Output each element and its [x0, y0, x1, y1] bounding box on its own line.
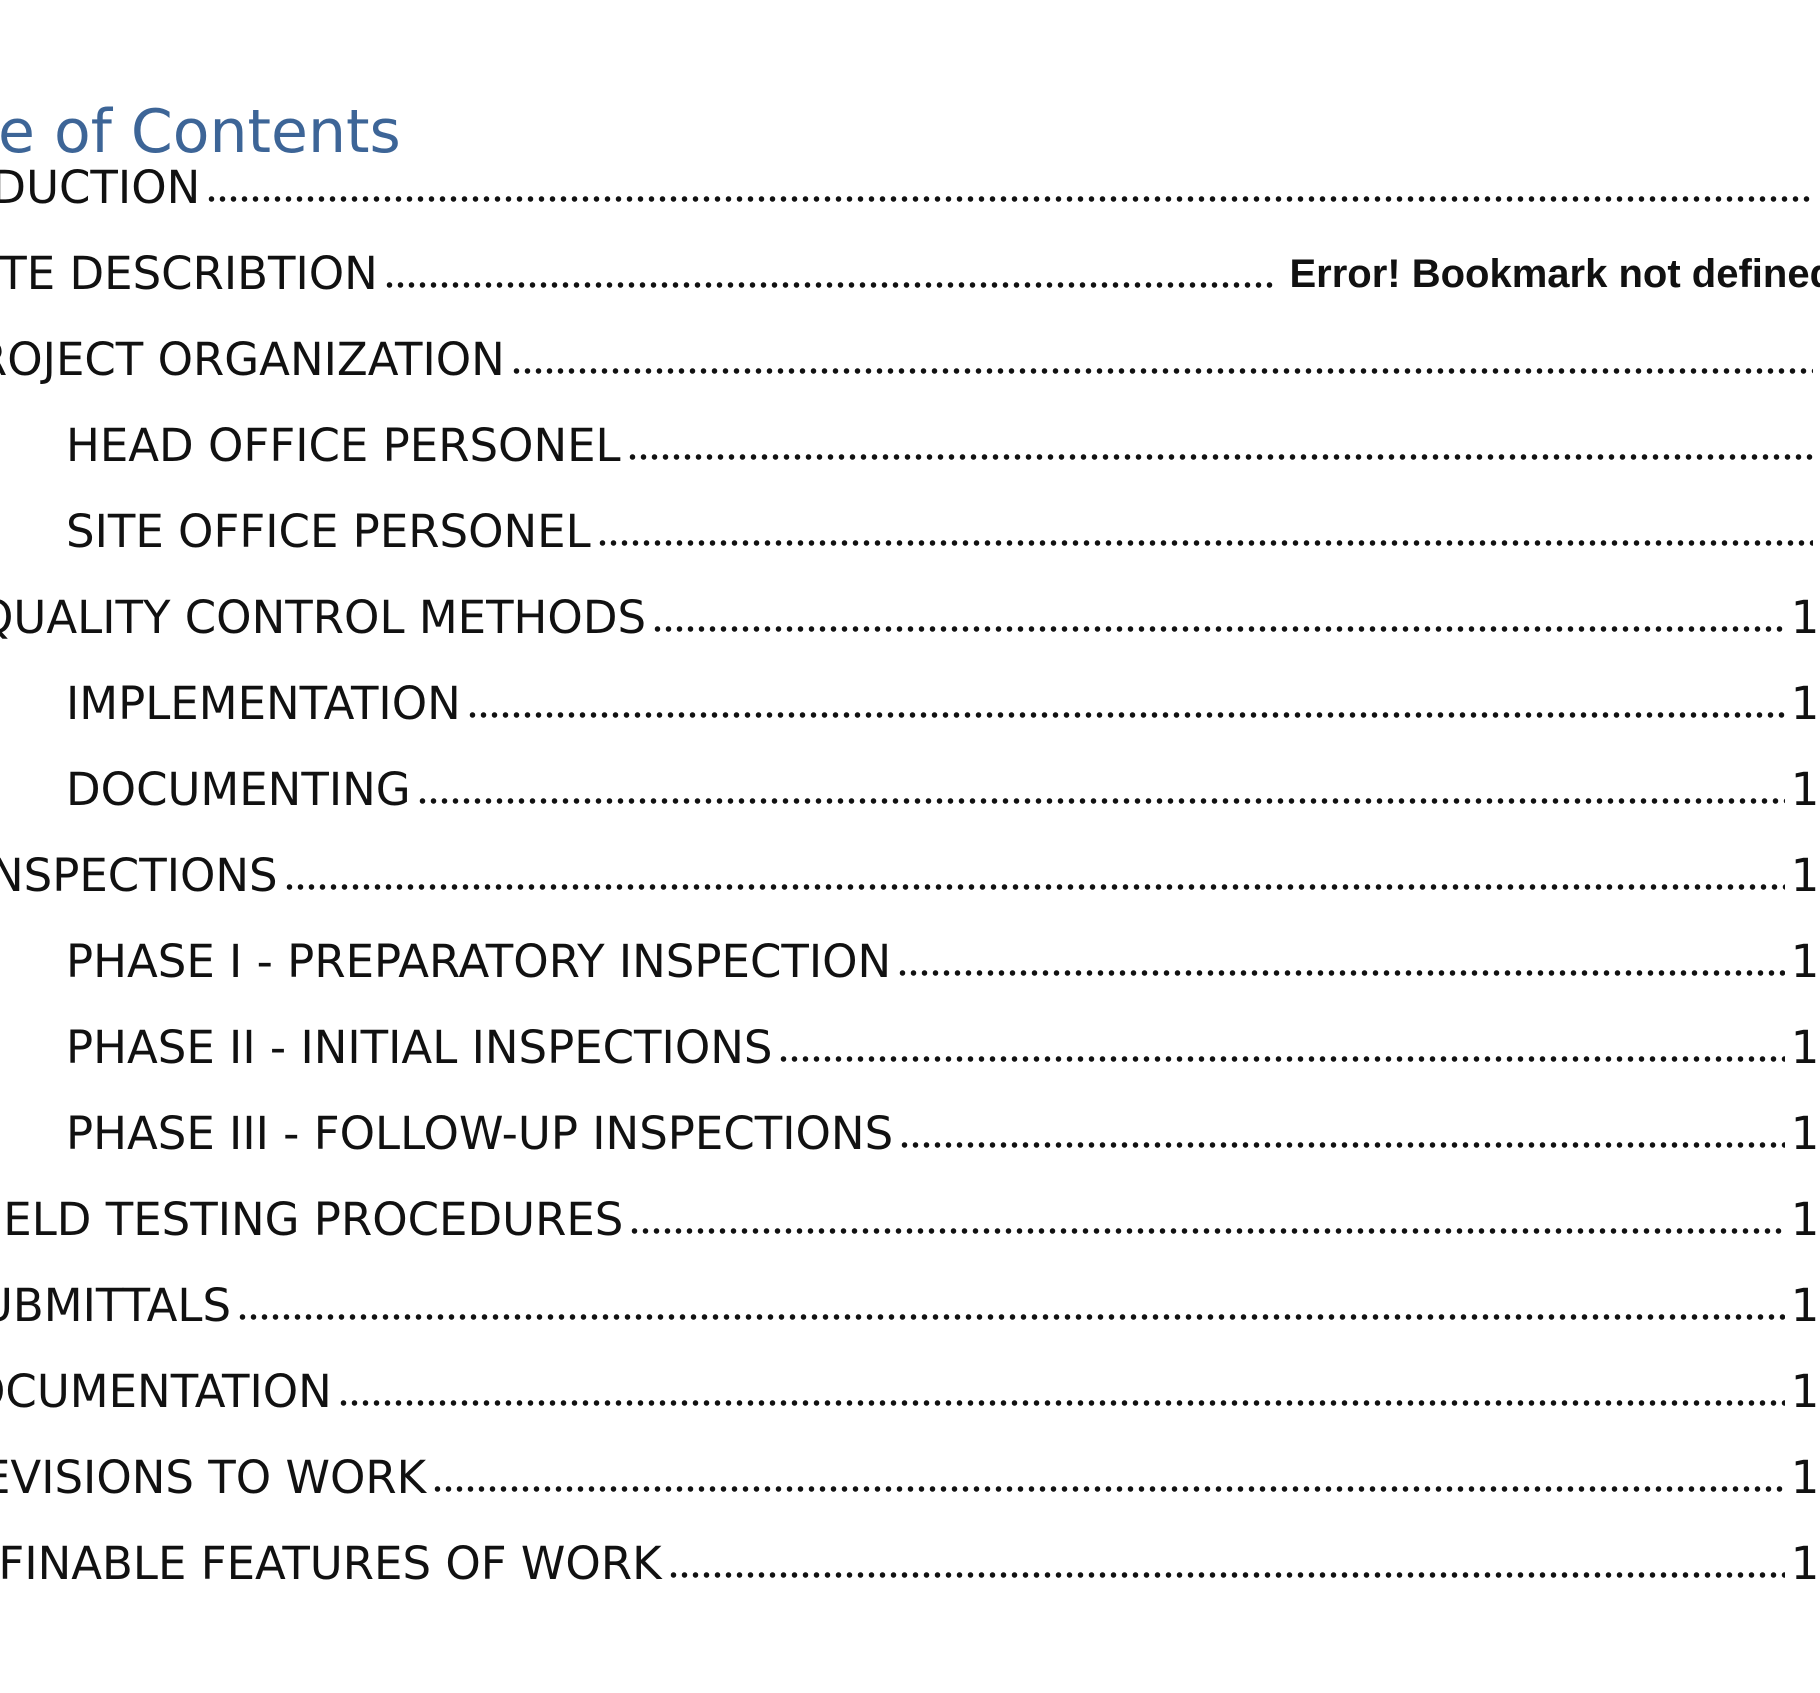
- toc-entry-label: IMPLEMENTATION: [66, 677, 461, 730]
- toc-entry-label: EFINABLE FEATURES OF WORK: [0, 1537, 662, 1590]
- toc-dot-leader: [778, 1053, 1785, 1065]
- toc-entry-label: ROJECT ORGANIZATION: [0, 333, 505, 386]
- toc-entry-label: OCUMENTATION: [0, 1365, 332, 1418]
- toc-bookmark-error: Error! Bookmark not defined: [1289, 252, 1820, 296]
- toc-entry-label: DOCUMENTING: [66, 763, 411, 816]
- toc-dot-leader: [432, 1483, 1785, 1495]
- toc-entry-page: 12: [1790, 677, 1820, 730]
- toc-entry-page: 11: [1790, 591, 1820, 644]
- toc-entry-field-testing-procedures[interactable]: IELD TESTING PROCEDURES 15: [0, 1180, 1820, 1250]
- toc-dot-leader: [652, 623, 1785, 635]
- toc-entry-page: 17: [1790, 1537, 1820, 1590]
- toc-entry-page: 3: [1813, 330, 1820, 390]
- toc-entry-documentation[interactable]: OCUMENTATION 16: [0, 1352, 1820, 1422]
- toc-entry-phase-3-follow-up-inspections[interactable]: PHASE III - FOLLOW-UP INSPECTIONS 14: [0, 1094, 1820, 1164]
- toc-entry-page: 15: [1790, 1193, 1820, 1246]
- toc-entry-label: QUALITY CONTROL METHODS: [0, 591, 647, 644]
- toc-entry-head-office-personel[interactable]: HEAD OFFICE PERSONEL 3: [0, 406, 1820, 476]
- toc-entry-definable-features-of-work[interactable]: EFINABLE FEATURES OF WORK 17: [0, 1524, 1820, 1594]
- toc-dot-leader: [206, 193, 1814, 205]
- toc-entry-label: NSPECTIONS: [0, 849, 278, 902]
- toc-entry-introduction[interactable]: ODUCTION 2: [0, 148, 1820, 218]
- toc-entry-quality-control-methods[interactable]: QUALITY CONTROL METHODS 11: [0, 578, 1820, 648]
- toc-entry-page: 13: [1790, 849, 1820, 902]
- toc-entry-documenting[interactable]: DOCUMENTING 13: [0, 750, 1820, 820]
- toc-dot-leader: [667, 1569, 1785, 1581]
- toc-entry-page: 2: [1813, 158, 1820, 218]
- toc-entry-label: EVISIONS TO WORK: [0, 1451, 427, 1504]
- toc-entry-page: 13: [1790, 763, 1820, 816]
- toc-entry-page: 14: [1790, 1021, 1820, 1074]
- toc-entry-page: 15: [1790, 1279, 1820, 1332]
- toc-dot-leader: [899, 1139, 1785, 1151]
- toc-entry-label: HEAD OFFICE PERSONEL: [66, 419, 621, 472]
- toc-entry-label: PHASE I - PREPARATORY INSPECTION: [66, 935, 892, 988]
- toc-entry-phase-2-initial-inspections[interactable]: PHASE II - INITIAL INSPECTIONS 14: [0, 1008, 1820, 1078]
- toc-dot-leader: [337, 1397, 1785, 1409]
- toc-entry-label: PHASE III - FOLLOW-UP INSPECTIONS: [66, 1107, 894, 1160]
- toc-entry-page: 5: [1813, 502, 1820, 562]
- toc-entry-label: PHASE II - INITIAL INSPECTIONS: [66, 1021, 773, 1074]
- toc-entry-label: UBMITTALS: [0, 1279, 232, 1332]
- toc-dot-leader: [466, 709, 1785, 721]
- toc-title: e of Contents: [0, 97, 401, 167]
- toc-entry-label: IELD TESTING PROCEDURES: [0, 1193, 624, 1246]
- toc-entry-implementation[interactable]: IMPLEMENTATION 12: [0, 664, 1820, 734]
- toc-entry-revisions-to-work[interactable]: EVISIONS TO WORK 17: [0, 1438, 1820, 1508]
- toc-dot-leader: [629, 1225, 1785, 1237]
- toc-entry-label: ODUCTION: [0, 161, 201, 214]
- toc-entry-label: SITE OFFICE PERSONEL: [66, 505, 591, 558]
- toc-dot-leader: [383, 279, 1278, 291]
- toc-dot-leader: [626, 451, 1814, 463]
- toc-entry-page: 14: [1790, 1107, 1820, 1160]
- toc-entry-page: 3: [1813, 416, 1820, 476]
- toc-entry-project-organization[interactable]: ROJECT ORGANIZATION 3: [0, 320, 1820, 390]
- toc-dot-leader: [416, 795, 1785, 807]
- toc-dot-leader: [283, 881, 1785, 893]
- toc-entry-site-description[interactable]: ITE DESCRIBTION Error! Bookmark not defi…: [0, 234, 1820, 304]
- toc-entry-page: 16: [1790, 1365, 1820, 1418]
- toc-entry-label: ITE DESCRIBTION: [0, 247, 378, 300]
- toc-dot-leader: [897, 967, 1785, 979]
- toc-dot-leader: [237, 1311, 1785, 1323]
- toc-entry-phase-1-preparatory-inspection[interactable]: PHASE I - PREPARATORY INSPECTION 13: [0, 922, 1820, 992]
- toc-entry-page: 17: [1790, 1451, 1820, 1504]
- toc-entry-inspections[interactable]: NSPECTIONS 13: [0, 836, 1820, 906]
- toc-entry-submittals[interactable]: UBMITTALS 15: [0, 1266, 1820, 1336]
- toc-entry-page: 13: [1790, 935, 1820, 988]
- toc-dot-leader: [510, 365, 1814, 377]
- toc-entry-site-office-personel[interactable]: SITE OFFICE PERSONEL 5: [0, 492, 1820, 562]
- toc-dot-leader: [596, 537, 1814, 549]
